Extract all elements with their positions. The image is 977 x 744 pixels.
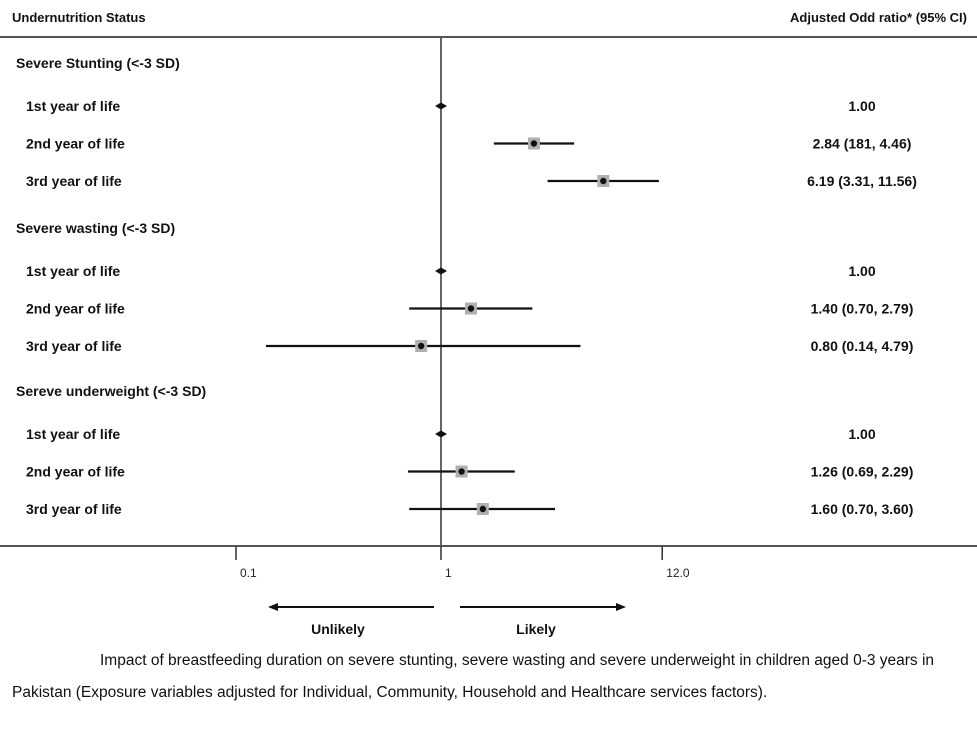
estimate-point <box>458 468 465 475</box>
unlikely-arrow-head <box>268 603 278 611</box>
row-label: 1st year of life <box>26 426 120 442</box>
reference-diamond <box>435 267 447 275</box>
group-label: Sereve underweight (<-3 SD) <box>16 383 206 399</box>
row-label: 2nd year of life <box>26 301 125 317</box>
forest-plot: Severe Stunting (<-3 SD) 1st year of life… <box>16 38 917 637</box>
direction-label-left: Unlikely <box>311 621 365 637</box>
row-label: 3rd year of life <box>26 173 122 189</box>
row-label: 2nd year of life <box>26 464 125 480</box>
group-label: Severe wasting (<-3 SD) <box>16 220 175 236</box>
row-label: 3rd year of life <box>26 338 122 354</box>
group-label: Severe Stunting (<-3 SD) <box>16 55 180 71</box>
reference-diamond <box>435 102 447 110</box>
direction-label-right: Likely <box>516 621 556 637</box>
likely-arrow-head <box>616 603 626 611</box>
axis-baseline <box>0 545 977 547</box>
reference-diamond <box>435 430 447 438</box>
or-label: 1.26 (0.69, 2.29) <box>811 464 914 480</box>
or-label: 1.00 <box>848 98 875 114</box>
column-header-status: Undernutrition Status <box>12 10 146 25</box>
or-label: 1.60 (0.70, 3.60) <box>811 501 914 517</box>
or-label: 2.84 (181, 4.46) <box>813 136 912 152</box>
x-tick-label: 0.1 <box>240 566 257 580</box>
or-label: 1.00 <box>848 263 875 279</box>
or-label: 1.00 <box>848 426 875 442</box>
caption-text: Impact of breastfeeding duration on seve… <box>12 652 935 701</box>
row-label: 3rd year of life <box>26 501 122 517</box>
estimate-point <box>417 342 425 350</box>
or-label: 6.19 (3.31, 11.56) <box>807 173 917 189</box>
row-label: 1st year of life <box>26 263 120 279</box>
column-header-odds-ratio: Adjusted Odd ratio* (95% CI) <box>790 10 967 25</box>
row-label: 1st year of life <box>26 98 120 114</box>
estimate-point <box>479 505 487 513</box>
or-label: 1.40 (0.70, 2.79) <box>811 301 914 317</box>
estimate-point <box>600 177 607 185</box>
x-tick-label: 12.0 <box>666 566 690 580</box>
header-divider <box>0 36 977 38</box>
row-label: 2nd year of life <box>26 136 125 152</box>
figure-caption: Impact of breastfeeding duration on seve… <box>12 645 967 709</box>
estimate-point <box>467 305 475 312</box>
x-tick-label: 1 <box>445 566 452 580</box>
or-label: 0.80 (0.14, 4.79) <box>811 338 914 354</box>
estimate-point <box>530 140 538 147</box>
